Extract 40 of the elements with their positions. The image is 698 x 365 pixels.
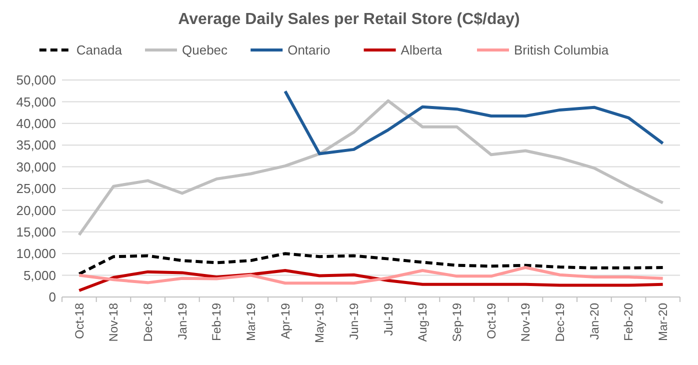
x-tick-label: Dec-18 <box>141 302 156 342</box>
x-tick-label: Apr-19 <box>278 302 292 340</box>
legend-label: British Columbia <box>514 42 610 58</box>
y-tick-label: 20,000 <box>16 202 56 218</box>
x-tick-label: Oct-18 <box>72 302 86 340</box>
x-tick-label: Nov-18 <box>106 302 121 342</box>
x-tick-label: Jan-19 <box>175 302 190 340</box>
legend-label: Quebec <box>182 42 228 58</box>
line-series <box>78 269 664 292</box>
legend-label: Ontario <box>288 42 330 58</box>
line-series <box>78 99 664 236</box>
y-tick-label: 15,000 <box>16 224 56 240</box>
x-tick-label: Jun-19 <box>347 302 362 340</box>
y-tick-label: 40,000 <box>16 116 56 131</box>
line-series <box>78 266 664 285</box>
x-tick-label: Jul-19 <box>381 302 396 336</box>
y-tick-label: 35,000 <box>16 138 56 153</box>
y-tick-label: 30,000 <box>16 159 56 174</box>
x-tick-label: Dec-19 <box>553 302 568 342</box>
x-tick-label: Feb-20 <box>622 302 636 342</box>
legend-label: Alberta <box>400 42 443 58</box>
x-tick-label: Oct-19 <box>484 302 498 340</box>
x-tick-label: Sep-19 <box>450 302 464 342</box>
legend-label: Canada <box>76 42 123 58</box>
y-tick-label: 10,000 <box>16 246 56 262</box>
y-tick-label: 5,000 <box>23 268 56 283</box>
x-tick-label: Jan-20 <box>587 302 602 340</box>
x-tick-label: Feb-19 <box>210 302 224 342</box>
x-tick-label: May-19 <box>312 302 327 344</box>
y-tick-label: 45,000 <box>16 94 56 110</box>
line-series <box>284 90 664 156</box>
y-tick-label: 0 <box>48 290 56 305</box>
x-tick-label: Aug-19 <box>416 302 430 342</box>
x-tick-label: Mar-19 <box>244 302 258 342</box>
x-tick-label: Mar-20 <box>656 302 670 342</box>
y-tick-label: 50,000 <box>16 72 56 88</box>
x-tick-label: Nov-19 <box>518 302 533 342</box>
line-series <box>78 252 664 276</box>
chart-title: Average Daily Sales per Retail Store (C$/day) <box>178 11 520 28</box>
y-tick-label: 25,000 <box>16 181 56 196</box>
